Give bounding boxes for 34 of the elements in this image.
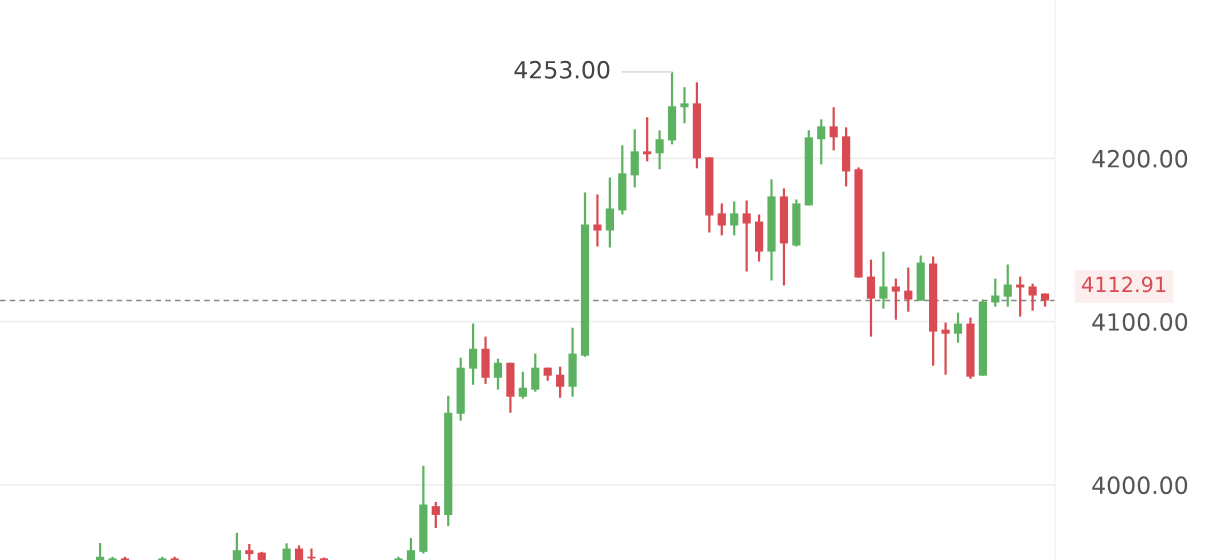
candlestick [531, 352, 540, 393]
candlestick [717, 202, 726, 237]
candlestick [655, 129, 664, 171]
candlestick [406, 536, 416, 560]
candlestick [953, 311, 963, 344]
candlestick [593, 193, 602, 248]
candlestick [1016, 275, 1025, 318]
candlestick [1003, 263, 1012, 308]
candlestick [829, 106, 838, 152]
annotation: 4253.00 [514, 60, 610, 79]
candlestick [469, 322, 478, 386]
candlestick [518, 370, 527, 400]
candlestick [891, 277, 900, 321]
candlestick [680, 86, 689, 125]
candlestick [556, 365, 565, 399]
y-tick-label: 4000.00 [1092, 476, 1188, 495]
candlestick [493, 357, 503, 391]
candlestick [605, 176, 614, 249]
candlestick [742, 199, 751, 273]
candlestick [643, 116, 652, 163]
ref-line-label: 4112.91 [1082, 276, 1166, 293]
candlestick [941, 321, 950, 376]
candlestick [817, 118, 826, 166]
candlestick [730, 200, 739, 237]
candlestick [879, 250, 888, 310]
candlestick [232, 531, 241, 560]
y-tick-label: 4100.00 [1092, 313, 1188, 331]
candlestick [866, 258, 876, 338]
y-tick-label: 4200.00 [1092, 149, 1188, 168]
candlestick [904, 266, 913, 313]
candlestick [1028, 282, 1037, 312]
candlestick [991, 277, 1000, 308]
candlestick [431, 500, 440, 530]
candlestick [630, 128, 639, 189]
